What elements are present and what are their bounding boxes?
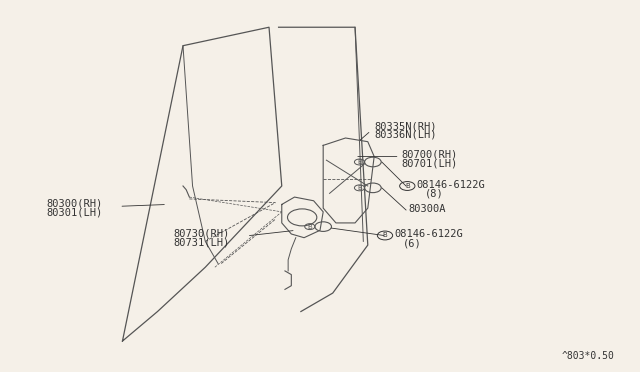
Text: (6): (6)	[403, 238, 422, 248]
Text: 80300A: 80300A	[408, 204, 445, 214]
Text: B: B	[405, 183, 410, 189]
Text: 80730(RH): 80730(RH)	[173, 228, 230, 238]
Text: 80731(LH): 80731(LH)	[173, 237, 230, 247]
Text: B: B	[357, 159, 362, 165]
Text: 80335N(RH): 80335N(RH)	[374, 122, 436, 132]
Text: 80336N(LH): 80336N(LH)	[374, 129, 436, 139]
Text: B: B	[357, 185, 362, 191]
Text: 08146-6122G: 08146-6122G	[394, 230, 463, 239]
Text: 08146-6122G: 08146-6122G	[417, 180, 486, 190]
Text: 80301(LH): 80301(LH)	[46, 208, 102, 218]
Text: ^803*0.50: ^803*0.50	[562, 351, 615, 361]
Text: 80700(RH): 80700(RH)	[401, 150, 458, 160]
Text: (8): (8)	[425, 188, 444, 198]
Text: B: B	[307, 224, 312, 230]
Text: 80701(LH): 80701(LH)	[401, 159, 458, 169]
Text: 80300(RH): 80300(RH)	[46, 198, 102, 208]
Text: B: B	[383, 232, 387, 238]
